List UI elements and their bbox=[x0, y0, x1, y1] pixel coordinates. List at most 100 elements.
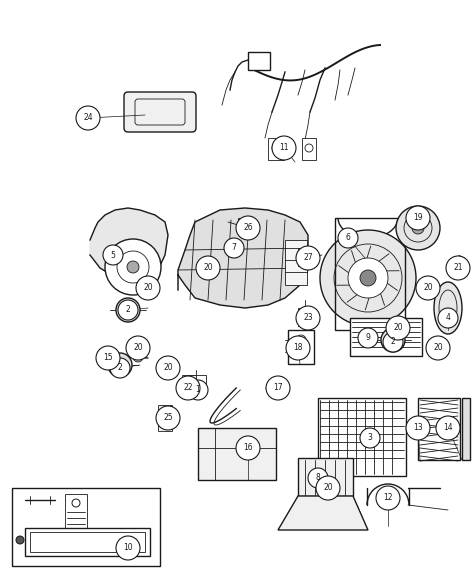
Bar bbox=[188, 375, 206, 389]
Text: 2: 2 bbox=[391, 338, 395, 347]
Circle shape bbox=[160, 357, 176, 373]
Circle shape bbox=[156, 406, 180, 430]
Circle shape bbox=[126, 336, 150, 360]
Text: 16: 16 bbox=[243, 443, 253, 453]
Circle shape bbox=[386, 316, 410, 340]
Circle shape bbox=[446, 256, 470, 280]
Circle shape bbox=[320, 230, 416, 326]
Text: 13: 13 bbox=[413, 424, 423, 432]
Text: 7: 7 bbox=[232, 243, 237, 252]
Circle shape bbox=[360, 270, 376, 286]
Circle shape bbox=[224, 238, 244, 258]
Circle shape bbox=[266, 376, 290, 400]
Text: 3: 3 bbox=[367, 434, 373, 443]
Circle shape bbox=[140, 280, 156, 296]
Ellipse shape bbox=[434, 282, 462, 334]
Circle shape bbox=[105, 239, 161, 295]
Circle shape bbox=[156, 356, 180, 380]
Text: 21: 21 bbox=[453, 263, 463, 273]
Circle shape bbox=[133, 352, 143, 362]
Bar bbox=[335, 218, 405, 330]
Circle shape bbox=[188, 380, 208, 400]
Text: 24: 24 bbox=[83, 113, 93, 122]
Circle shape bbox=[127, 261, 139, 273]
Text: 11: 11 bbox=[279, 144, 289, 152]
Bar bbox=[248, 52, 270, 70]
Circle shape bbox=[416, 276, 440, 300]
Bar bbox=[288, 330, 314, 364]
Text: 20: 20 bbox=[143, 283, 153, 293]
Bar bbox=[158, 405, 172, 431]
Polygon shape bbox=[278, 496, 368, 530]
Bar bbox=[25, 528, 150, 556]
Text: 25: 25 bbox=[163, 413, 173, 423]
Bar bbox=[182, 375, 196, 397]
Bar bbox=[298, 248, 312, 266]
Text: 2: 2 bbox=[126, 305, 130, 315]
Text: 20: 20 bbox=[323, 484, 333, 493]
Circle shape bbox=[296, 306, 320, 330]
Circle shape bbox=[116, 536, 140, 560]
Bar bbox=[302, 138, 316, 160]
Circle shape bbox=[130, 340, 146, 356]
Text: 14: 14 bbox=[443, 424, 453, 432]
FancyBboxPatch shape bbox=[124, 92, 196, 132]
Text: 20: 20 bbox=[393, 324, 403, 332]
Bar bbox=[462, 398, 470, 460]
Circle shape bbox=[406, 206, 430, 230]
Circle shape bbox=[272, 136, 296, 160]
Circle shape bbox=[420, 280, 436, 296]
Bar bbox=[198, 428, 276, 480]
Circle shape bbox=[110, 358, 130, 378]
Bar bbox=[418, 398, 460, 460]
Circle shape bbox=[296, 246, 320, 270]
Bar bbox=[350, 318, 422, 356]
Circle shape bbox=[338, 228, 358, 248]
Text: 22: 22 bbox=[183, 384, 193, 393]
Circle shape bbox=[108, 353, 132, 377]
Polygon shape bbox=[178, 208, 308, 308]
Polygon shape bbox=[90, 208, 168, 282]
Circle shape bbox=[114, 359, 126, 371]
Text: 20: 20 bbox=[203, 263, 213, 273]
Circle shape bbox=[316, 476, 340, 500]
Circle shape bbox=[116, 298, 140, 322]
Bar bbox=[12, 488, 160, 566]
Bar bbox=[65, 494, 87, 532]
Circle shape bbox=[236, 216, 260, 240]
Circle shape bbox=[348, 258, 388, 298]
Circle shape bbox=[360, 428, 380, 448]
Text: 10: 10 bbox=[123, 543, 133, 553]
Text: 5: 5 bbox=[110, 251, 116, 259]
Circle shape bbox=[381, 328, 405, 352]
Bar bbox=[298, 308, 312, 326]
Circle shape bbox=[308, 468, 328, 488]
Circle shape bbox=[122, 304, 134, 316]
Text: 19: 19 bbox=[413, 213, 423, 223]
Circle shape bbox=[412, 222, 424, 234]
Circle shape bbox=[136, 276, 160, 300]
Circle shape bbox=[320, 480, 336, 496]
Bar bbox=[298, 458, 353, 496]
Circle shape bbox=[196, 256, 220, 280]
Text: 27: 27 bbox=[303, 254, 313, 263]
Circle shape bbox=[103, 245, 123, 265]
Bar bbox=[285, 240, 307, 285]
Bar bbox=[268, 138, 284, 160]
Circle shape bbox=[383, 332, 403, 352]
Text: 20: 20 bbox=[163, 363, 173, 373]
Circle shape bbox=[436, 416, 460, 440]
Circle shape bbox=[286, 336, 310, 360]
Text: 2: 2 bbox=[118, 363, 122, 373]
Bar bbox=[318, 398, 406, 476]
Circle shape bbox=[96, 346, 120, 370]
Circle shape bbox=[387, 334, 399, 346]
Text: 20: 20 bbox=[423, 283, 433, 293]
Text: 4: 4 bbox=[446, 313, 450, 323]
Text: 12: 12 bbox=[383, 493, 393, 503]
Circle shape bbox=[16, 536, 24, 544]
Text: 8: 8 bbox=[316, 473, 320, 482]
Circle shape bbox=[406, 416, 430, 440]
Circle shape bbox=[438, 308, 458, 328]
Circle shape bbox=[118, 300, 138, 320]
